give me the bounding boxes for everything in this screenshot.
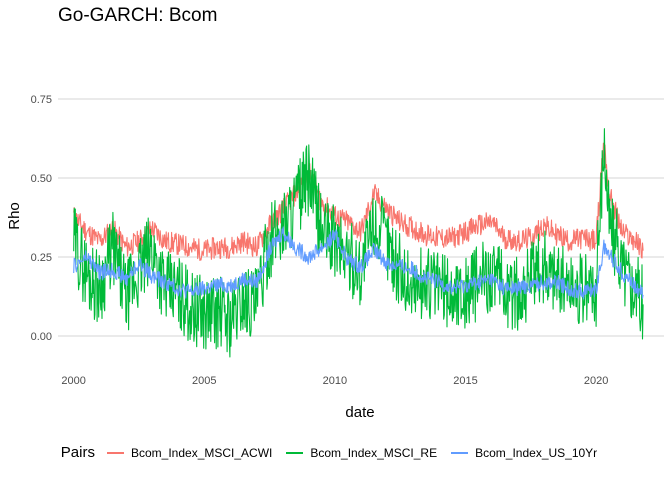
- grid-lines: [58, 98, 664, 337]
- legend-key-acwi: [106, 451, 124, 454]
- legend-item-us10yr: Bcom_Index_US_10Yr: [451, 446, 597, 460]
- y-axis-ticks: 0.00 0.25 0.50 0.75: [31, 94, 52, 343]
- legend-key-us10yr: [451, 451, 469, 454]
- legend-title: Pairs: [60, 444, 95, 461]
- x-tick-label: 2010: [323, 375, 347, 387]
- series-line-Bcom_Index_US_10Yr: [73, 226, 644, 300]
- legend-label-us10yr: Bcom_Index_US_10Yr: [475, 445, 598, 460]
- x-axis-ticks: 2000 2005 2010 2015 2020: [61, 375, 608, 387]
- chart-title: Go-GARCH: Bcom: [58, 5, 218, 26]
- legend: Pairs Bcom_Index_MSCI_ACWI Bcom_Index_MS…: [0, 444, 672, 461]
- x-tick-label: 2000: [61, 375, 85, 387]
- x-axis-label: date: [345, 404, 374, 421]
- y-tick-label: 0.00: [31, 331, 52, 343]
- y-tick-label: 0.25: [31, 252, 52, 264]
- chart-area: 0.00 0.25 0.50 0.75 2000 2005 2010 2015 2020 da…: [6, 94, 664, 421]
- x-tick-label: 2015: [453, 375, 477, 387]
- y-tick-label: 0.75: [31, 94, 52, 106]
- series-lines: [73, 128, 644, 358]
- x-tick-label: 2005: [192, 375, 216, 387]
- legend-label-re: Bcom_Index_MSCI_RE: [310, 445, 438, 460]
- legend-label-acwi: Bcom_Index_MSCI_ACWI: [130, 445, 273, 460]
- y-tick-label: 0.50: [31, 173, 52, 185]
- y-axis-label: Rho: [6, 202, 23, 230]
- legend-item-acwi: Bcom_Index_MSCI_ACWI: [106, 445, 273, 460]
- x-tick-label: 2020: [584, 375, 608, 387]
- series-line-Bcom_Index_MSCI_ACWI: [73, 142, 644, 262]
- legend-item-re: Bcom_Index_MSCI_RE: [286, 446, 437, 460]
- legend-key-re: [286, 451, 304, 454]
